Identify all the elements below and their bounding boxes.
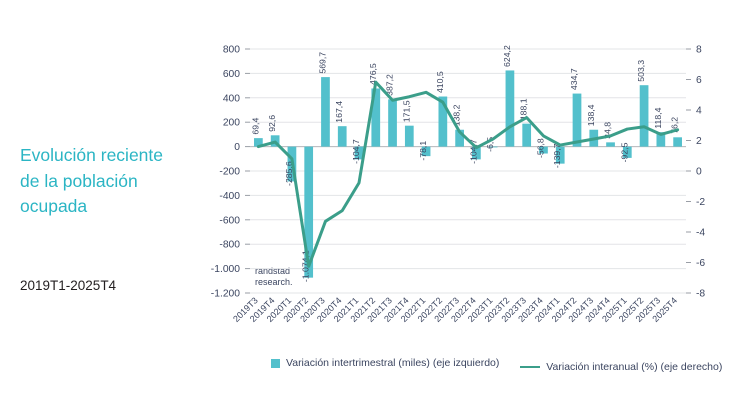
svg-text:-800: -800 bbox=[219, 240, 240, 251]
svg-text:503,3: 503,3 bbox=[636, 60, 646, 82]
svg-text:0: 0 bbox=[696, 167, 702, 178]
svg-text:2: 2 bbox=[696, 136, 702, 147]
svg-text:-6: -6 bbox=[696, 258, 705, 269]
svg-text:434,7: 434,7 bbox=[569, 68, 579, 90]
svg-text:-4: -4 bbox=[696, 228, 705, 239]
svg-text:-2: -2 bbox=[696, 197, 705, 208]
svg-text:-78,1: -78,1 bbox=[418, 141, 428, 161]
svg-text:569,7: 569,7 bbox=[317, 52, 327, 74]
svg-text:800: 800 bbox=[223, 45, 240, 56]
svg-text:-104,7: -104,7 bbox=[351, 139, 361, 164]
svg-text:167,4: 167,4 bbox=[334, 101, 344, 123]
svg-text:92,6: 92,6 bbox=[267, 115, 277, 132]
svg-text:6: 6 bbox=[696, 75, 702, 86]
svg-text:138,4: 138,4 bbox=[586, 104, 596, 126]
svg-text:-200: -200 bbox=[219, 167, 240, 178]
svg-text:-600: -600 bbox=[219, 215, 240, 226]
svg-text:-400: -400 bbox=[219, 191, 240, 202]
svg-text:-1.000: -1.000 bbox=[211, 264, 240, 275]
svg-text:0: 0 bbox=[234, 142, 240, 153]
svg-text:69,4: 69,4 bbox=[250, 118, 260, 135]
svg-text:118,4: 118,4 bbox=[653, 107, 663, 128]
svg-text:171,5: 171,5 bbox=[401, 100, 411, 122]
svg-text:4: 4 bbox=[696, 106, 702, 117]
svg-text:624,2: 624,2 bbox=[502, 45, 512, 67]
svg-text:8: 8 bbox=[696, 45, 702, 56]
svg-text:-139,7: -139,7 bbox=[552, 143, 562, 168]
svg-text:-92,5: -92,5 bbox=[619, 142, 629, 162]
svg-text:410,5: 410,5 bbox=[435, 71, 445, 93]
svg-text:-1.200: -1.200 bbox=[211, 289, 240, 300]
svg-text:400: 400 bbox=[223, 93, 240, 104]
svg-text:-56,8: -56,8 bbox=[535, 138, 545, 158]
svg-text:-8: -8 bbox=[696, 289, 705, 300]
svg-text:200: 200 bbox=[223, 118, 240, 129]
svg-text:600: 600 bbox=[223, 69, 240, 80]
